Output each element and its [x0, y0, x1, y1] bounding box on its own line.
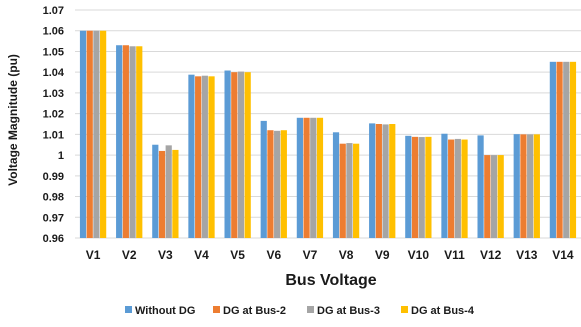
bar-V4-2 [201, 75, 208, 239]
bar-V1-3 [100, 30, 107, 239]
gridlines [75, 9, 581, 239]
bar-V9-0 [369, 123, 376, 238]
x-tick-label: V6 [266, 248, 281, 262]
legend-label: DG at Bus-2 [223, 305, 286, 317]
bar-V6-1 [267, 130, 274, 238]
bar-V3-1 [158, 150, 166, 238]
bar-V13-2 [527, 134, 534, 238]
bar-V14-2 [563, 61, 570, 239]
x-axis-title: Bus Voltage [285, 272, 376, 289]
bar-V3-2 [165, 145, 172, 238]
bar-V7-0 [296, 117, 303, 238]
bar-V10-0 [405, 135, 412, 238]
bar-V9-3 [389, 124, 396, 238]
x-tick-label: V14 [552, 248, 574, 262]
bar-V6-0 [260, 120, 267, 238]
bar-V12-0 [477, 135, 484, 238]
bar-V10-3 [425, 136, 432, 238]
bar-V9-2 [382, 124, 389, 238]
bar-V12-3 [497, 155, 504, 238]
bar-V13-3 [533, 134, 540, 238]
x-tick-label: V2 [122, 248, 137, 262]
bar-V7-1 [303, 117, 310, 238]
y-tick-label: 1 [58, 150, 64, 162]
bar-V4-1 [195, 76, 202, 238]
bar-V2-0 [116, 45, 123, 239]
bar-V5-1 [231, 72, 238, 238]
x-tick-label: V3 [158, 248, 173, 262]
legend-swatch [401, 306, 408, 313]
bar-V5-2 [237, 71, 245, 238]
bar-V12-1 [484, 155, 491, 238]
bar-V6-3 [280, 130, 287, 238]
bar-V2-3 [136, 46, 143, 238]
bar-V3-0 [152, 144, 159, 238]
bar-V11-1 [448, 139, 455, 238]
bar-V14-1 [556, 61, 563, 239]
bar-V7-3 [316, 117, 324, 238]
bar-V9-1 [375, 124, 382, 238]
x-tick-label: V5 [230, 248, 245, 262]
bar-V8-3 [353, 143, 360, 238]
x-tick-labels: V1 V2 V3 V4 V5 V6 V7 V8 V9 V10 V11 V12 V13 V14 [86, 248, 574, 262]
bar-V10-2 [418, 137, 425, 238]
bar-V7-2 [310, 117, 317, 238]
bar-V13-0 [513, 134, 520, 238]
y-tick-label: 1.01 [43, 129, 64, 141]
legend-label: DG at Bus-3 [317, 305, 380, 317]
y-tick-label: 0.97 [43, 212, 64, 224]
bar-V2-1 [122, 45, 129, 239]
y-axis-title: Voltage Magnitude (pu) [6, 54, 20, 186]
legend-label: Without DG [135, 305, 195, 317]
legend-label: DG at Bus-4 [411, 305, 475, 317]
legend-swatch [125, 306, 132, 313]
bar-V5-0 [224, 70, 231, 238]
x-tick-label: V8 [339, 248, 354, 262]
y-tick-label: 1.06 [43, 26, 64, 38]
y-tick-label: 1.04 [43, 67, 65, 79]
x-tick-label: V11 [444, 248, 465, 262]
bar-V2-2 [129, 46, 136, 238]
bar-V4-3 [208, 76, 215, 238]
bar-V11-2 [454, 138, 461, 238]
bar-V14-0 [549, 61, 556, 239]
y-tick-label: 1.05 [43, 46, 64, 58]
bar-V14-3 [569, 61, 577, 239]
y-tick-label: 1.02 [43, 109, 64, 121]
y-tick-label: 1.03 [43, 88, 64, 100]
y-tick-label: 0.98 [43, 192, 64, 204]
x-tick-label: V4 [194, 248, 209, 262]
bar-V8-1 [339, 143, 346, 238]
bar-V8-2 [346, 143, 353, 238]
bar-V1-1 [86, 30, 93, 239]
bar-V11-0 [441, 133, 448, 238]
bar-V1-2 [93, 30, 100, 239]
bar-V12-2 [490, 155, 498, 238]
y-tick-labels: 0.96 0.97 0.98 0.99 1 1.01 1.02 1.03 1.04 1.05 1.0… [43, 5, 65, 245]
bar-V13-1 [520, 134, 527, 238]
x-tick-label: V9 [375, 248, 390, 262]
x-tick-label: V12 [480, 248, 502, 262]
x-tick-label: V13 [516, 248, 538, 262]
y-tick-label: 0.96 [43, 233, 64, 245]
bar-V3-3 [172, 149, 179, 238]
bar-V4-0 [188, 74, 195, 238]
bar-V5-3 [244, 72, 251, 238]
bar-V8-0 [332, 132, 340, 238]
legend: Without DG DG at Bus-2 DG at Bus-3 DG at Bu… [125, 305, 475, 317]
bar-V10-1 [411, 136, 419, 238]
bars [79, 30, 577, 239]
legend-swatch [213, 306, 220, 313]
y-tick-label: 1.07 [43, 5, 64, 17]
x-tick-label: V1 [86, 248, 101, 262]
x-tick-label: V7 [303, 248, 318, 262]
bar-V6-2 [274, 130, 281, 238]
bar-V1-0 [79, 30, 87, 239]
y-tick-label: 0.99 [43, 171, 64, 183]
x-tick-label: V10 [408, 248, 430, 262]
bar-V11-3 [461, 139, 468, 238]
legend-swatch [307, 306, 314, 313]
